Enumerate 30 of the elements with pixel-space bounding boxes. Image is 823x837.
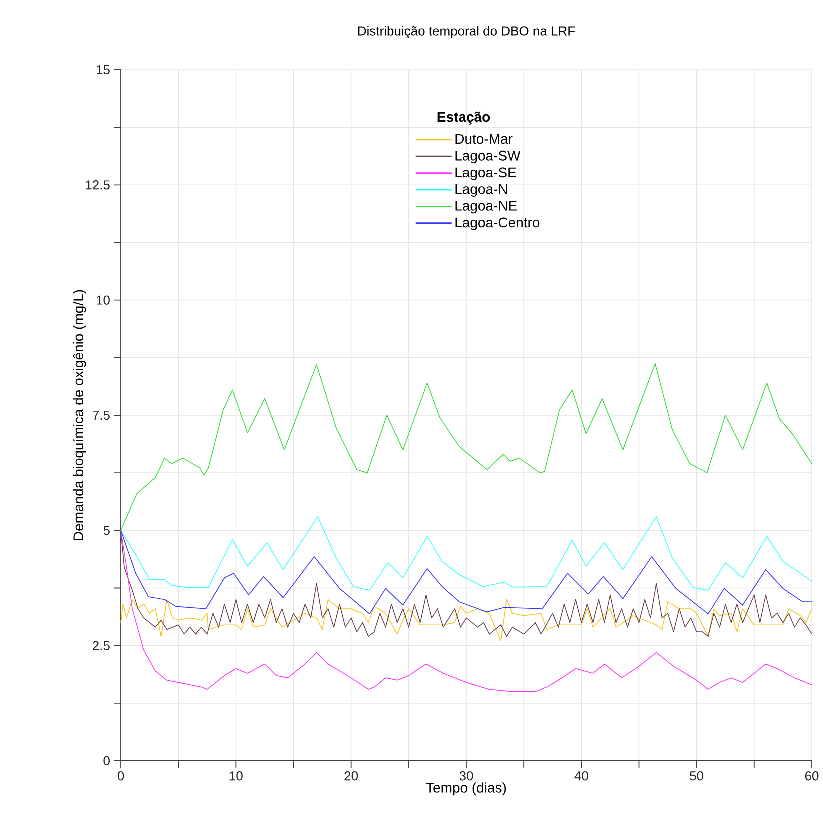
- line-series: [120, 530, 812, 692]
- x-axis-title: Tempo (dias): [426, 782, 506, 796]
- legend-label: Lagoa-NE: [456, 201, 518, 214]
- line-series: [120, 530, 812, 638]
- chart-title: Distribuição temporal do DBO na LRF: [358, 26, 576, 38]
- legend-label: Duto-Mar: [456, 134, 513, 144]
- x-tick-label: 0: [118, 772, 124, 781]
- line-series: [120, 530, 812, 614]
- x-tick-label: 30: [460, 772, 474, 781]
- y-tick-label: 0: [104, 756, 110, 766]
- y-tick-label: 15: [96, 65, 110, 75]
- x-tick-label: 40: [574, 772, 588, 781]
- legend-label: Lagoa-N: [456, 184, 508, 198]
- y-axis-title: Demanda bioquímica de oxigênio (mg/L): [73, 290, 86, 540]
- y-tick-label: 5: [104, 526, 110, 536]
- y-tick-label: 10: [96, 296, 110, 305]
- x-tick-label: 50: [690, 772, 704, 781]
- line-series: [120, 516, 812, 591]
- y-tick-label: 12.5: [86, 180, 110, 190]
- y-tick-label: 2.5: [93, 641, 110, 650]
- x-tick-label: 60: [805, 772, 819, 781]
- line-series: [120, 364, 812, 532]
- y-tick-label: 7.5: [93, 410, 110, 420]
- line-series: [120, 599, 812, 642]
- legend-title: Estação: [438, 112, 490, 125]
- legend-label: Lagoa-SE: [456, 168, 516, 180]
- x-tick-label: 20: [344, 772, 358, 781]
- x-tick-label: 10: [230, 772, 243, 781]
- legend-label: Lagoa-Centro: [456, 218, 540, 230]
- legend-label: Lagoa-SW: [456, 150, 521, 164]
